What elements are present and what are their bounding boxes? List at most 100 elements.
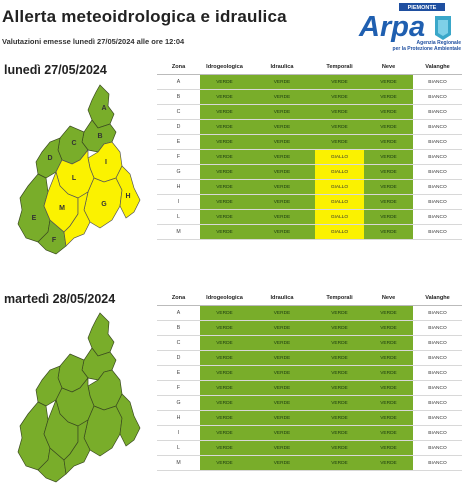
map-zone-label-c: C xyxy=(71,140,76,147)
neve-level-cell: VERDE xyxy=(364,179,413,195)
temporali-level-cell: VERDE xyxy=(315,425,364,441)
temporali-level-cell: VERDE xyxy=(315,74,364,90)
column-header-neve: Neve xyxy=(364,291,413,306)
zone-cell: D xyxy=(157,350,200,366)
idraulica-level-cell: VERDE xyxy=(249,89,315,105)
valanghe-level-cell: BIANCO xyxy=(413,440,462,456)
idrogeologica-level-cell: VERDE xyxy=(200,149,249,165)
temporali-level-cell: VERDE xyxy=(315,104,364,120)
neve-level-cell: VERDE xyxy=(364,74,413,90)
zone-cell: L xyxy=(157,209,200,225)
table-row: H VERDE VERDE GIALLO VERDE BIANCO xyxy=(157,179,462,195)
temporali-level-cell: VERDE xyxy=(315,410,364,426)
temporali-level-cell: GIALLO xyxy=(315,194,364,210)
zone-cell: M xyxy=(157,455,200,471)
table-row: L VERDE VERDE VERDE VERDE BIANCO xyxy=(157,440,462,456)
table-row: F VERDE VERDE VERDE VERDE BIANCO xyxy=(157,380,462,396)
idraulica-level-cell: VERDE xyxy=(249,74,315,90)
idrogeologica-level-cell: VERDE xyxy=(200,89,249,105)
neve-level-cell: VERDE xyxy=(364,89,413,105)
neve-level-cell: VERDE xyxy=(364,455,413,471)
idrogeologica-level-cell: VERDE xyxy=(200,320,249,336)
valanghe-level-cell: BIANCO xyxy=(413,455,462,471)
table-row: G VERDE VERDE VERDE VERDE BIANCO xyxy=(157,395,462,411)
zone-cell: H xyxy=(157,410,200,426)
column-header-idraulica: Idraulica xyxy=(249,291,315,306)
day-1-alert-table: Zona Idrogeologica Idraulica Temporali Neve V… xyxy=(157,60,462,240)
map-zone-label-d: D xyxy=(47,155,52,162)
day-1-title: lunedì 27/05/2024 xyxy=(4,63,107,77)
neve-level-cell: VERDE xyxy=(364,134,413,150)
temporali-level-cell: VERDE xyxy=(315,119,364,135)
zone-cell: F xyxy=(157,380,200,396)
idraulica-level-cell: VERDE xyxy=(249,335,315,351)
idraulica-level-cell: VERDE xyxy=(249,350,315,366)
map-zone-label-e: E xyxy=(32,215,37,222)
map-zone-label-b: B xyxy=(97,133,102,140)
zone-cell: B xyxy=(157,320,200,336)
logo-brand: Arpa xyxy=(358,11,425,43)
idrogeologica-level-cell: VERDE xyxy=(200,380,249,396)
map-zone-label-f: F xyxy=(52,237,57,244)
neve-level-cell: VERDE xyxy=(364,395,413,411)
table-row: I VERDE VERDE GIALLO VERDE BIANCO xyxy=(157,194,462,210)
valanghe-level-cell: BIANCO xyxy=(413,149,462,165)
logo-line-2: per la Protezione Ambientale xyxy=(393,46,462,52)
idrogeologica-level-cell: VERDE xyxy=(200,119,249,135)
idraulica-level-cell: VERDE xyxy=(249,179,315,195)
zone-cell: D xyxy=(157,119,200,135)
zone-cell: C xyxy=(157,104,200,120)
map-zone-label-g: G xyxy=(101,201,107,208)
temporali-level-cell: VERDE xyxy=(315,350,364,366)
zone-f2-shape xyxy=(63,191,91,247)
valanghe-level-cell: BIANCO xyxy=(413,350,462,366)
day-2-map xyxy=(4,310,154,495)
table-row: A VERDE VERDE VERDE VERDE BIANCO xyxy=(157,74,462,90)
temporali-level-cell: GIALLO xyxy=(315,164,364,180)
temporali-level-cell: VERDE xyxy=(315,395,364,411)
neve-level-cell: VERDE xyxy=(364,365,413,381)
table-row: D VERDE VERDE VERDE VERDE BIANCO xyxy=(157,119,462,135)
neve-level-cell: VERDE xyxy=(364,440,413,456)
column-header-zona: Zona xyxy=(157,291,200,306)
logo-line-1: Agenzia Regionale xyxy=(417,40,462,46)
idraulica-level-cell: VERDE xyxy=(249,380,315,396)
table-row: B VERDE VERDE VERDE VERDE BIANCO xyxy=(157,320,462,336)
valanghe-level-cell: BIANCO xyxy=(413,320,462,336)
idrogeologica-level-cell: VERDE xyxy=(200,365,249,381)
column-header-temporali: Temporali xyxy=(315,60,364,75)
zone-h-shape xyxy=(115,165,141,219)
temporali-level-cell: GIALLO xyxy=(315,224,364,240)
neve-level-cell: VERDE xyxy=(364,410,413,426)
idraulica-level-cell: VERDE xyxy=(249,425,315,441)
column-header-temporali: Temporali xyxy=(315,291,364,306)
valanghe-level-cell: BIANCO xyxy=(413,425,462,441)
day-1-map: A B C D E F G H I L M xyxy=(4,82,154,267)
temporali-level-cell: VERDE xyxy=(315,320,364,336)
temporali-level-cell: GIALLO xyxy=(315,149,364,165)
logo-region-label: PIEMONTE xyxy=(408,5,437,11)
table-row: M VERDE VERDE VERDE VERDE BIANCO xyxy=(157,455,462,471)
temporali-level-cell: GIALLO xyxy=(315,179,364,195)
valanghe-level-cell: BIANCO xyxy=(413,410,462,426)
table-row: M VERDE VERDE GIALLO VERDE BIANCO xyxy=(157,224,462,240)
idraulica-level-cell: VERDE xyxy=(249,209,315,225)
map-zone-label-h: H xyxy=(125,193,130,200)
table-row: A VERDE VERDE VERDE VERDE BIANCO xyxy=(157,305,462,321)
idraulica-level-cell: VERDE xyxy=(249,104,315,120)
column-header-neve: Neve xyxy=(364,60,413,75)
neve-level-cell: VERDE xyxy=(364,149,413,165)
idrogeologica-level-cell: VERDE xyxy=(200,425,249,441)
idraulica-level-cell: VERDE xyxy=(249,395,315,411)
table-row: D VERDE VERDE VERDE VERDE BIANCO xyxy=(157,350,462,366)
idrogeologica-level-cell: VERDE xyxy=(200,209,249,225)
valanghe-level-cell: BIANCO xyxy=(413,74,462,90)
idrogeologica-level-cell: VERDE xyxy=(200,455,249,471)
zone-cell: B xyxy=(157,89,200,105)
table-row: E VERDE VERDE VERDE VERDE BIANCO xyxy=(157,134,462,150)
idraulica-level-cell: VERDE xyxy=(249,410,315,426)
valanghe-level-cell: BIANCO xyxy=(413,380,462,396)
map-zone-label-l: L xyxy=(72,175,77,182)
neve-level-cell: VERDE xyxy=(364,350,413,366)
column-header-valanghe: Valanghe xyxy=(413,291,462,306)
